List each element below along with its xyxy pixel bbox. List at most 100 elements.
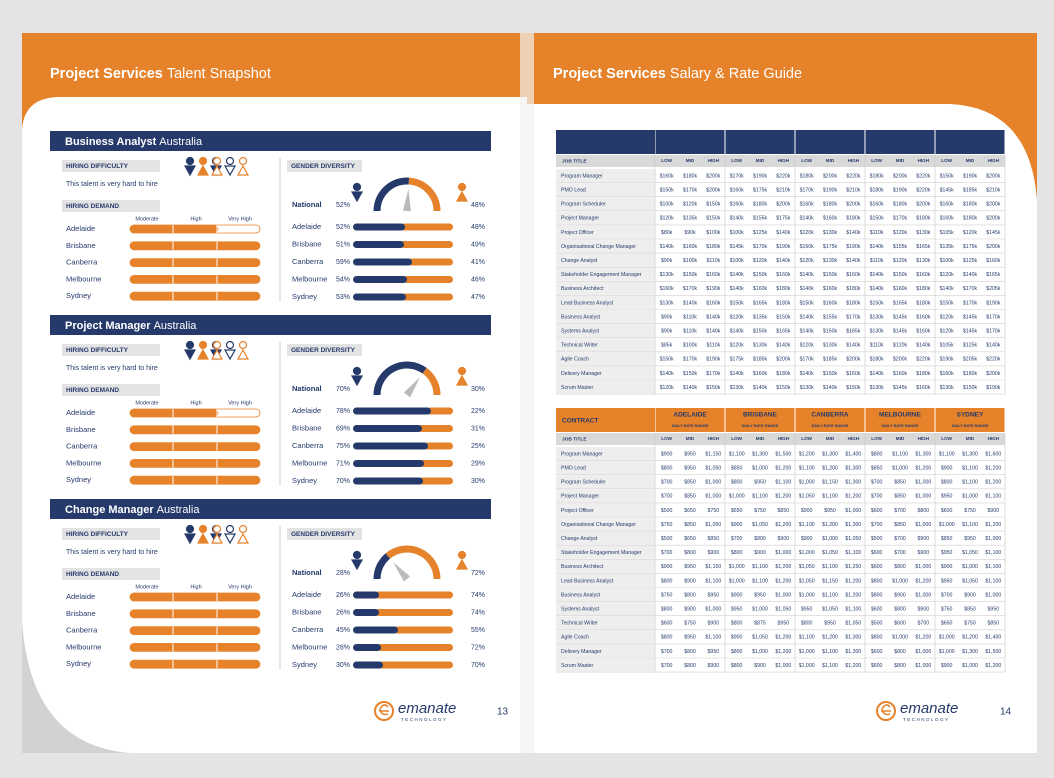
rate-cell: $120k [660,216,675,222]
rate-cell: $750 [754,508,766,514]
rate-cell: $800 [754,536,766,542]
page-number: 14 [1000,707,1012,718]
rate-cell: $125k [963,343,978,349]
rate-cell: $170k [963,286,978,292]
rate-cell: $140k [800,216,815,222]
rate-cell: $1,000 [729,578,745,584]
gauge-female [408,177,441,212]
table-heading: PERMANENT [562,140,603,147]
job-title-cell [556,310,655,324]
right-header-band [527,33,1037,200]
rate-cell: $950 [988,607,1000,613]
female-pct: 30% [471,386,485,393]
male-pct: 75% [336,443,350,450]
rate-cell: $180k [753,202,768,208]
rate-cell: $1,000 [845,508,861,514]
rate-cell: $750 [964,508,976,514]
rate-cell: $1,000 [985,536,1001,542]
rate-cell: $950 [824,508,836,514]
rate-cell: $1,300 [962,649,978,655]
rate-cell: $190k [986,385,1001,391]
subcolumn-label: MID [826,436,835,441]
job-title-cell [556,602,655,616]
city-name: Brisbane [66,609,96,618]
rate-cell: $1,100 [752,494,768,500]
rate-cell: $700 [894,550,906,556]
rate-cell: $180k [800,173,815,179]
job-title: Change Analyst [561,258,598,264]
logo-icon [379,704,389,716]
rate-cell: $220k [776,173,791,179]
job-title-cell [556,559,655,573]
difficulty-text: This talent is very hard to hire [66,549,158,556]
rate-cell: $200k [846,357,861,363]
page-curve [22,620,130,753]
person-icon [196,348,210,360]
rate-cell: $160k [660,173,675,179]
rate-cell: $850 [988,621,1000,627]
city-name: Adelaide [292,222,321,231]
rate-cell: $850 [684,480,696,486]
person-icon [183,533,197,545]
rate-cell: $200k [986,202,1001,208]
rate-cell: $160k [800,244,815,250]
rate-cell: $1,050 [799,564,815,570]
male-pct: 70% [336,386,350,393]
rate-cell: $750 [661,592,673,598]
rate-cell: $1,150 [822,578,838,584]
rate-cell: $150k [823,371,838,377]
female-pct: 46% [471,276,485,283]
rate-cell: $950 [754,592,766,598]
logo-name: emanate [900,700,958,717]
rate-cell: $600 [871,508,883,514]
rate-cell: $700 [871,480,883,486]
rate-cell: $700 [661,649,673,655]
section-header [50,499,491,519]
rate-cell: $700 [871,522,883,528]
demand-bar [130,609,260,618]
rate-cell: $900 [918,607,930,613]
rate-cell: $1,300 [845,522,861,528]
label: HIRING DEMAND [66,387,119,394]
rate-cell: $145k [730,244,745,250]
rate-cell: $160k [730,202,745,208]
rate-cell: $190k [846,244,861,250]
female-pct: 41% [471,259,485,266]
job-title-cell [556,475,655,489]
subcolumn-label: MID [896,158,905,163]
job-title-cell [556,489,655,503]
subcolumn-label: LOW [661,158,672,163]
rate-cell: $1,000 [705,480,721,486]
city-name: Sydney [292,660,317,669]
rate-cell: $100k [683,343,698,349]
city-header-cell [655,130,725,154]
rate-cell: $120k [893,258,908,264]
rate-cell: $160k [800,202,815,208]
rate-cell: $220k [986,357,1001,363]
scale-label: Very High [228,216,252,222]
rate-cell: $950 [684,635,696,641]
rate-cell: $165k [893,300,908,306]
person-icon [185,340,195,350]
rate-cell: $150k [706,385,721,391]
job-title: Business Architect [561,564,604,570]
rate-cell: $170k [963,300,978,306]
demand-bar [130,292,260,301]
male-bar [353,609,379,616]
rate-cell: $185k [963,188,978,194]
rate-cell: $140k [870,371,885,377]
rate-cell: $205k [963,357,978,363]
rate-cell: $800 [731,663,743,669]
city-name: Canberra [292,257,324,266]
label-box [62,528,160,540]
person-icon [210,348,224,360]
rate-cell: $950 [964,536,976,542]
rate-cell: $1,100 [962,480,978,486]
rate-cell: $155k [823,314,838,320]
job-title: Systems Analyst [561,607,600,613]
city-name: Melbourne [66,274,101,283]
range-label: DAILY RATE RANGE [742,424,779,428]
rate-cell: $210k [776,188,791,194]
job-title: Project Manager [561,494,599,500]
rate-cell: $220k [916,357,931,363]
